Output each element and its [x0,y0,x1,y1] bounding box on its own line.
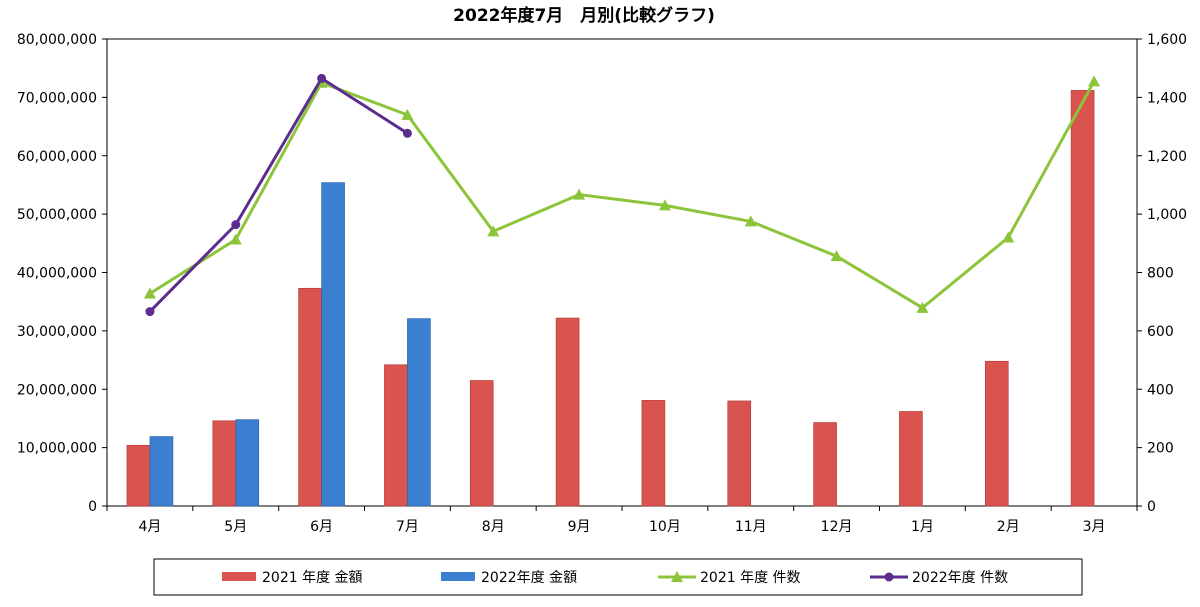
point-count-2021 [143,287,156,299]
point-count-2021 [916,301,929,313]
legend-label: 2021 年度 金額 [262,570,363,586]
point-count-2021 [229,233,242,245]
bar-amount-2021 [641,400,666,507]
x-tick-label: 2月 [997,519,1020,535]
bar-amount-2021 [384,364,408,507]
right-tick-label: 200 [1147,441,1174,457]
point-count-2022 [145,307,155,317]
right-tick-label: 0 [1147,499,1156,515]
right-tick-label: 600 [1147,324,1174,340]
point-count-2021 [1002,231,1015,243]
x-tick-label: 6月 [310,519,333,535]
left-tick-label: 60,000,000 [17,149,97,165]
x-tick-label: 7月 [396,519,419,535]
left-tick-label: 50,000,000 [17,207,97,223]
bar-amount-2022 [235,419,260,507]
chart-title: 2022年度7月 月別(比較グラフ) [453,5,715,26]
left-tick-label: 30,000,000 [17,324,97,340]
point-count-2021 [1088,75,1101,87]
left-tick-label: 40,000,000 [17,266,97,282]
bar-amount-2022 [149,436,174,507]
bar-amount-2021 [212,420,237,507]
point-count-2021 [744,215,757,227]
left-tick-label: 0 [88,499,97,515]
plot-area [106,38,1138,507]
legend-label: 2021 年度 件数 [700,570,801,586]
x-tick-label: 10月 [649,519,681,535]
bar-amount-2022 [321,182,345,507]
legend-swatch [222,572,256,581]
legend-box [153,558,1083,596]
x-tick-label: 1月 [911,519,934,535]
left-tick-label: 20,000,000 [17,382,97,398]
right-tick-label: 800 [1147,266,1174,282]
point-count-2022 [317,73,327,83]
legend-marker [884,572,894,582]
bar-amount-2021 [469,380,494,507]
legend-label: 2022年度 件数 [912,570,1008,586]
point-count-2022 [402,128,412,138]
right-tick-label: 1,400 [1147,90,1187,106]
bar-amount-2021 [298,287,322,507]
bar-amount-2021 [813,422,837,507]
point-count-2021 [658,199,671,211]
right-tick-label: 1,600 [1147,32,1187,48]
bar-amount-2021 [899,411,923,507]
x-tick-label: 11月 [735,519,767,535]
x-tick-label: 3月 [1083,519,1106,535]
bar-amount-2021 [727,400,752,507]
point-count-2021 [573,188,586,200]
legend-marker [671,571,683,582]
x-tick-label: 9月 [568,519,591,535]
bar-amount-2021 [126,444,151,507]
point-count-2022 [231,220,241,230]
point-count-2021 [830,250,843,262]
right-tick-label: 1,000 [1147,207,1187,223]
left-tick-label: 80,000,000 [17,32,97,48]
bar-amount-2021 [1070,90,1095,507]
series-line-count-2021 [148,79,1096,310]
legend-label: 2022年度 金額 [481,570,577,586]
left-tick-label: 70,000,000 [17,90,97,106]
right-tick-label: 400 [1147,382,1174,398]
right-tick-label: 1,200 [1147,149,1187,165]
bar-amount-2021 [555,317,580,507]
bar-amount-2021 [984,360,1009,507]
x-tick-label: 8月 [482,519,505,535]
point-count-2021 [401,108,414,120]
point-count-2021 [487,225,500,237]
x-tick-label: 5月 [224,519,247,535]
series-line-count-2022 [148,76,409,314]
left-tick-label: 10,000,000 [17,441,97,457]
x-tick-label: 4月 [138,519,161,535]
bar-amount-2022 [407,318,431,507]
legend-swatch [441,572,475,581]
x-tick-label: 12月 [821,519,853,535]
